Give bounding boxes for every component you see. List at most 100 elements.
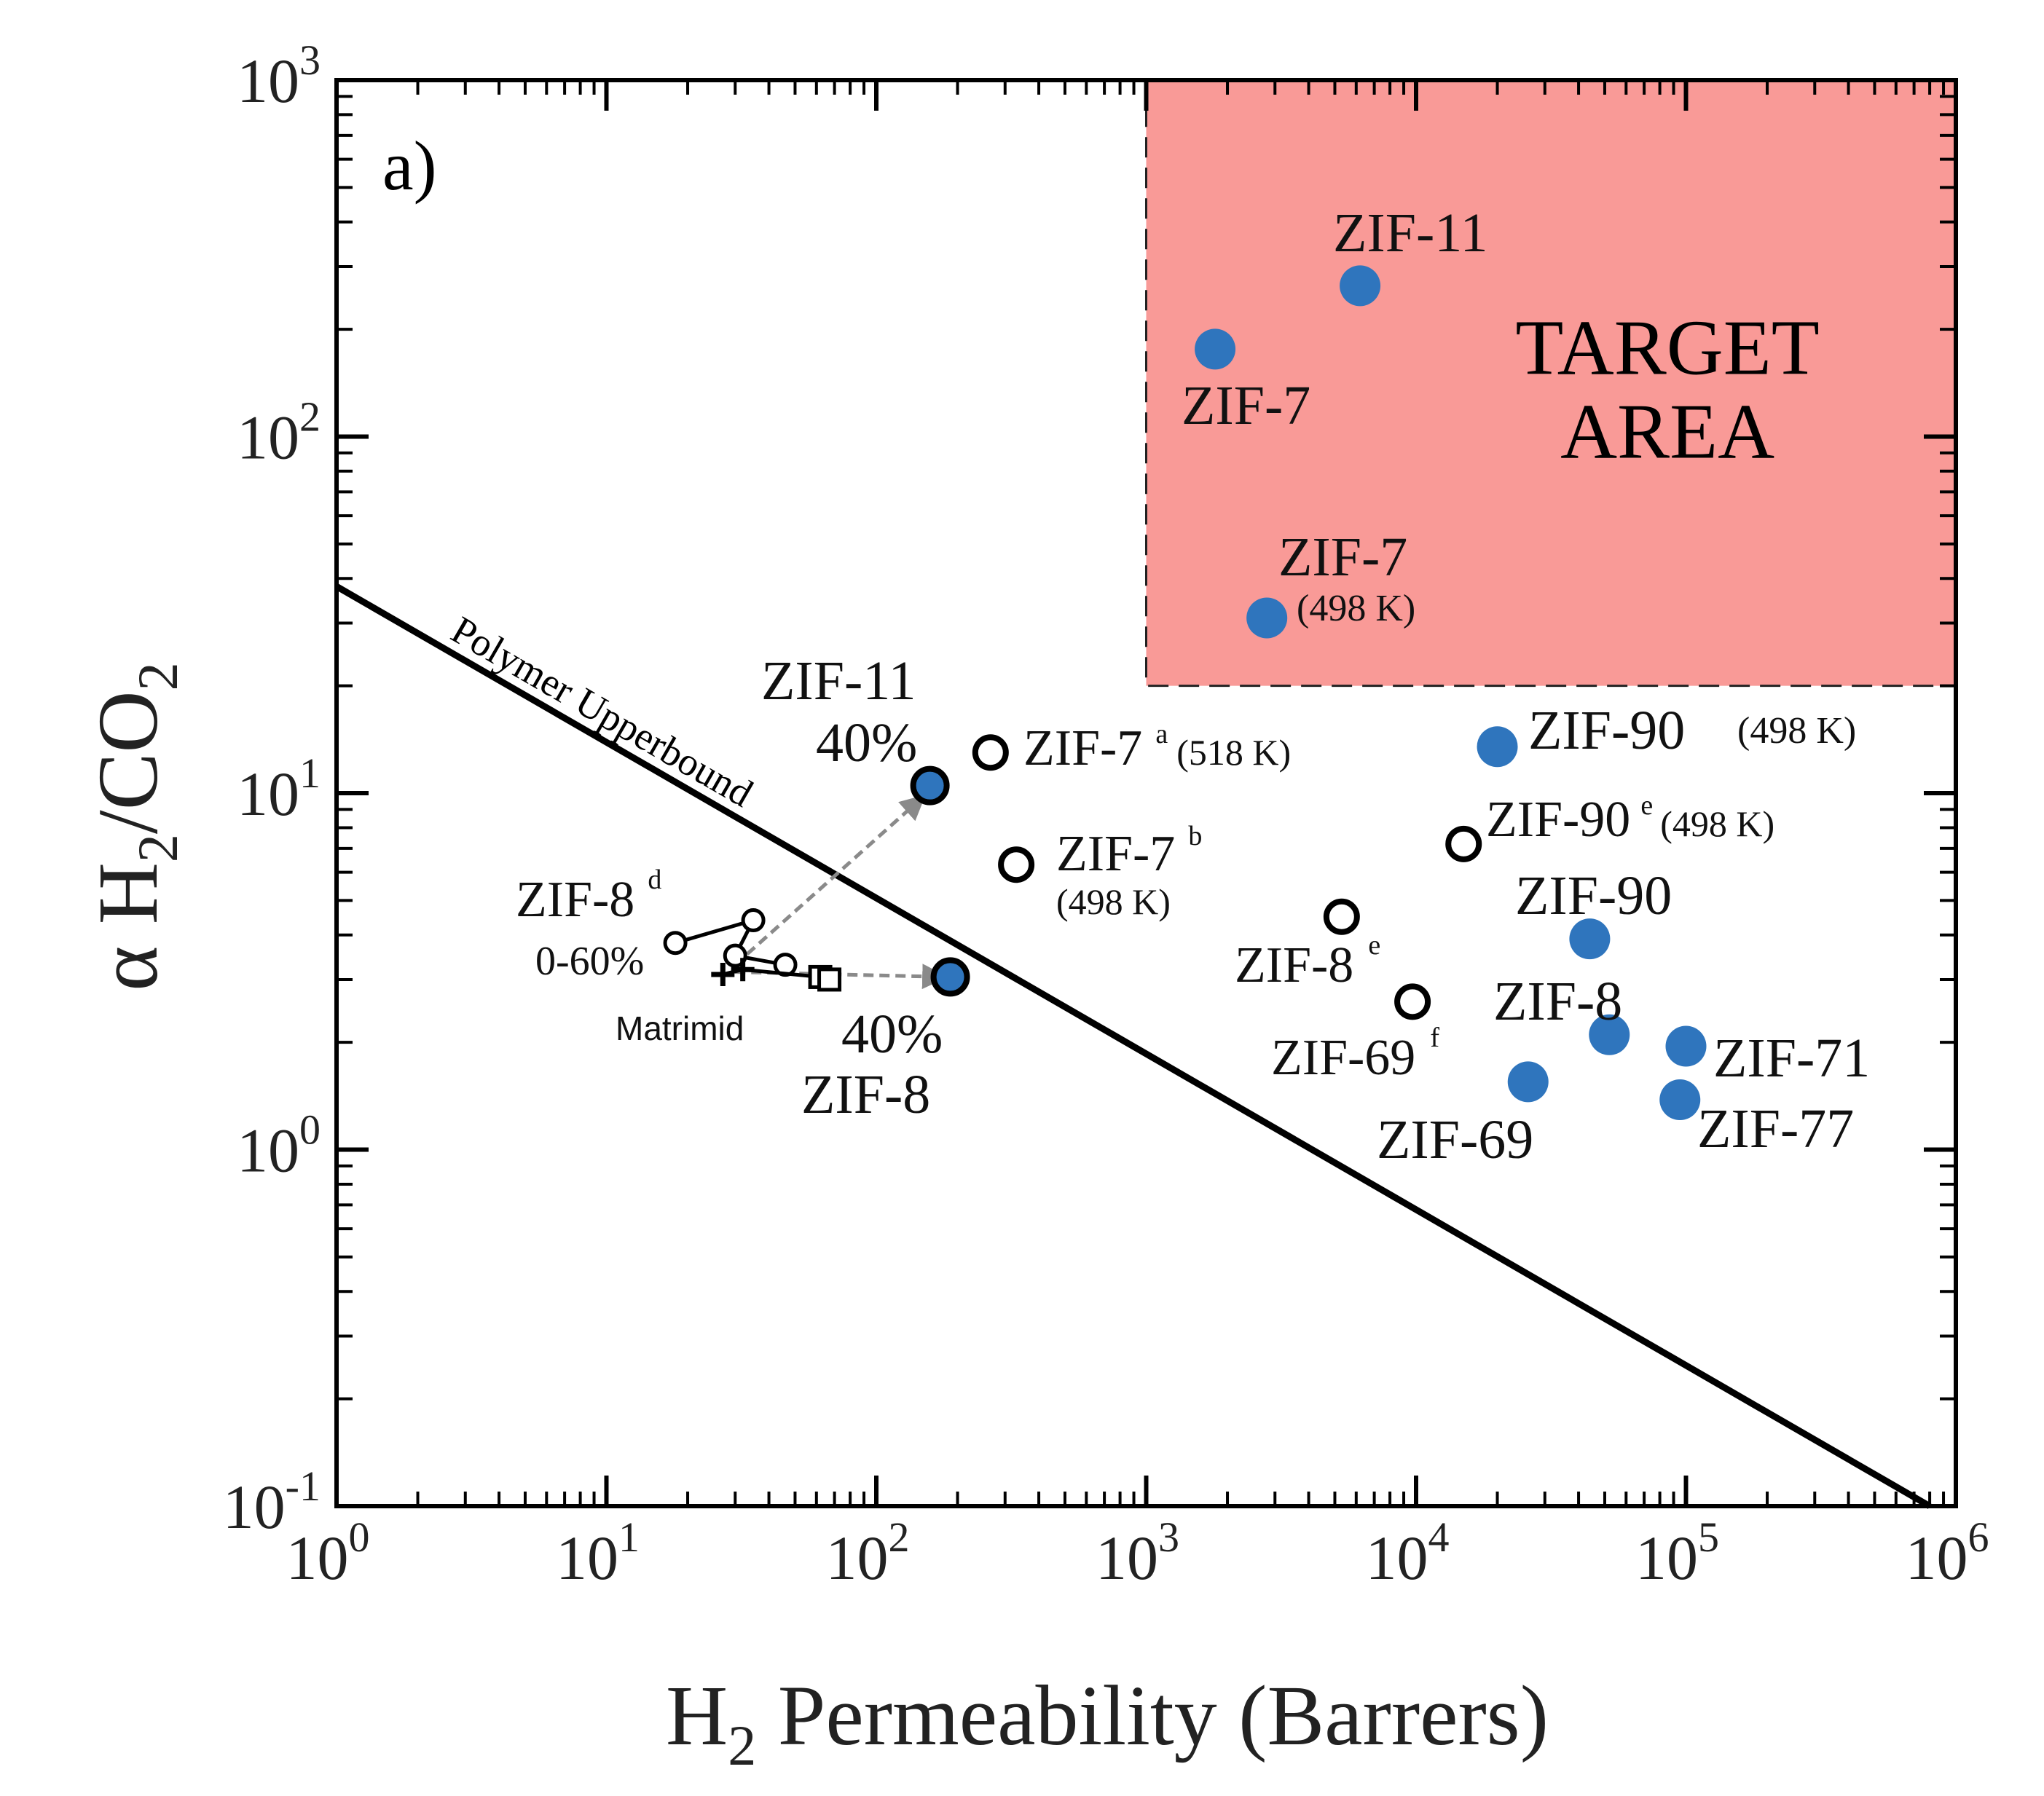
x-tick-label-exp: 5 <box>1698 1513 1719 1561</box>
zif8d-point <box>741 908 766 933</box>
label-zif90e-temp: (498 K) <box>1660 803 1774 844</box>
y-tick-label-base: 10 <box>223 1472 286 1542</box>
open-point <box>1445 825 1482 862</box>
label-zif8-40-name: ZIF-8 <box>801 1064 930 1125</box>
label-zif8e-name: ZIF-8 <box>1235 937 1353 993</box>
filled-point <box>1507 1061 1549 1103</box>
filled-point <box>1589 1014 1630 1055</box>
x-axis-title-main: H <box>666 1668 728 1763</box>
x-tick-label-base: 10 <box>1635 1523 1698 1593</box>
y-tick-label-exp: 0 <box>299 1106 321 1154</box>
x-tick-label: 104 <box>1366 1513 1450 1593</box>
label-zif90-498: ZIF-90 <box>1528 700 1685 761</box>
filled-point <box>1477 726 1518 768</box>
target-area <box>1145 79 1957 688</box>
label-zif7a-name: ZIF-7 <box>1023 720 1142 776</box>
label-zif7-top: ZIF-7 <box>1182 375 1310 436</box>
x-tick-label-base: 10 <box>1366 1523 1428 1593</box>
open-points <box>972 734 1482 1020</box>
label-zif90e-name: ZIF-90 <box>1486 792 1630 848</box>
x-tick-label: 105 <box>1635 1513 1719 1593</box>
x-tick-label: 106 <box>1906 1513 1989 1593</box>
label-zif7-498: ZIF-7 <box>1278 527 1407 588</box>
filled-point <box>1246 597 1288 639</box>
label-zif8d-range: 0-60% <box>535 939 644 984</box>
label-zif8e-sup: e <box>1368 930 1380 961</box>
y-tick-label-exp: 3 <box>299 36 321 84</box>
label-zif8d-name: ZIF-8 <box>516 872 634 928</box>
y-tick-label-base: 10 <box>237 46 299 116</box>
y-tick-label: 100 <box>237 1106 321 1186</box>
matrimid-point <box>731 958 755 982</box>
y-axis-title-sub2: 2 <box>126 662 189 690</box>
label-zif7b-sup: b <box>1188 821 1202 851</box>
x-tick-label-base: 10 <box>826 1523 889 1593</box>
label-zif8d-sup: d <box>648 864 661 895</box>
y-axis-title-alpha: α H <box>80 862 176 991</box>
x-tick-label-exp: 0 <box>349 1513 370 1561</box>
y-tick-label: 101 <box>237 749 321 829</box>
filled-point <box>1569 918 1611 960</box>
y-axis-title-rest: /CO <box>80 690 176 834</box>
open-point <box>998 846 1035 883</box>
x-tick-label-exp: 4 <box>1428 1513 1450 1561</box>
y-tick-label-exp: -1 <box>286 1462 321 1510</box>
y-tick-label-exp: 1 <box>299 749 321 797</box>
open-point <box>1394 983 1431 1020</box>
x-tick-label: 101 <box>556 1513 640 1593</box>
label-zif11-top: ZIF-11 <box>1333 202 1488 264</box>
x-tick-label-base: 10 <box>286 1523 349 1593</box>
label-zif69f-name: ZIF-69 <box>1271 1030 1415 1086</box>
point-annotations: ZIF-11 ZIF-7 ZIF-7 (498 K) ZIF-11 40% ZI… <box>516 202 1870 1170</box>
y-tick-label-base: 10 <box>237 759 299 829</box>
filled-point <box>930 957 970 997</box>
filled-point <box>1665 1025 1707 1067</box>
label-zif8e: ZIF-8 e <box>1235 930 1380 993</box>
label-zif7b-name: ZIF-7 <box>1056 826 1175 882</box>
label-zif7b-temp: (498 K) <box>1056 881 1171 922</box>
label-zif90-498-temp: (498 K) <box>1737 710 1856 752</box>
y-tick-label: 10-1 <box>223 1462 321 1542</box>
x-axis-title-rest: Permeability (Barrers) <box>756 1668 1549 1763</box>
filled-points <box>910 265 1707 1121</box>
label-zif7a-temp: (518 K) <box>1176 732 1291 773</box>
label-zif8-40-pct: 40% <box>841 1004 943 1065</box>
zif8d-point <box>663 931 688 956</box>
matrimid-point <box>817 967 842 992</box>
minor-tick-marks <box>337 80 1956 1506</box>
x-axis-title-sub: 2 <box>728 1714 756 1777</box>
label-zif7-498-temp: (498 K) <box>1297 588 1415 629</box>
x-tick-label-base: 10 <box>1906 1523 1968 1593</box>
label-matrimid: Matrimid <box>616 1009 744 1047</box>
label-zif7a-sup: a <box>1155 719 1168 749</box>
x-tick-label-exp: 1 <box>618 1513 640 1561</box>
panel-label: a) <box>382 127 437 205</box>
label-zif90e-sup: e <box>1640 790 1653 821</box>
y-axis-title: α H2/CO2 <box>80 662 189 990</box>
matrimid-point <box>711 962 735 986</box>
plot-frame <box>334 78 1958 1508</box>
x-tick-label-base: 10 <box>1096 1523 1158 1593</box>
filled-point <box>910 765 950 806</box>
label-zif11-40-pct: 40% <box>816 712 917 773</box>
x-tick-label: 102 <box>826 1513 910 1593</box>
x-tick-label: 103 <box>1096 1513 1179 1593</box>
x-tick-label-exp: 6 <box>1968 1513 1989 1561</box>
label-zif90e: ZIF-90 e (498 K) <box>1486 790 1774 848</box>
open-point <box>972 734 1009 771</box>
label-zif77: ZIF-77 <box>1697 1098 1854 1159</box>
label-zif7b: ZIF-7 b <box>1056 821 1202 882</box>
enhancement-arrows <box>734 794 948 990</box>
y-tick-label-exp: 2 <box>299 393 321 441</box>
label-zif8d: ZIF-8 d <box>516 864 661 928</box>
y-tick-label-base: 10 <box>237 403 299 473</box>
label-zif90: ZIF-90 <box>1515 865 1672 926</box>
matrimid-points <box>711 958 842 992</box>
y-axis-title-sub: 2 <box>126 834 189 862</box>
x-tick-label: 100 <box>286 1513 370 1593</box>
label-zif69f-sup: f <box>1430 1023 1439 1053</box>
x-tick-label-exp: 2 <box>889 1513 910 1561</box>
y-tick-label-base: 10 <box>237 1116 299 1186</box>
